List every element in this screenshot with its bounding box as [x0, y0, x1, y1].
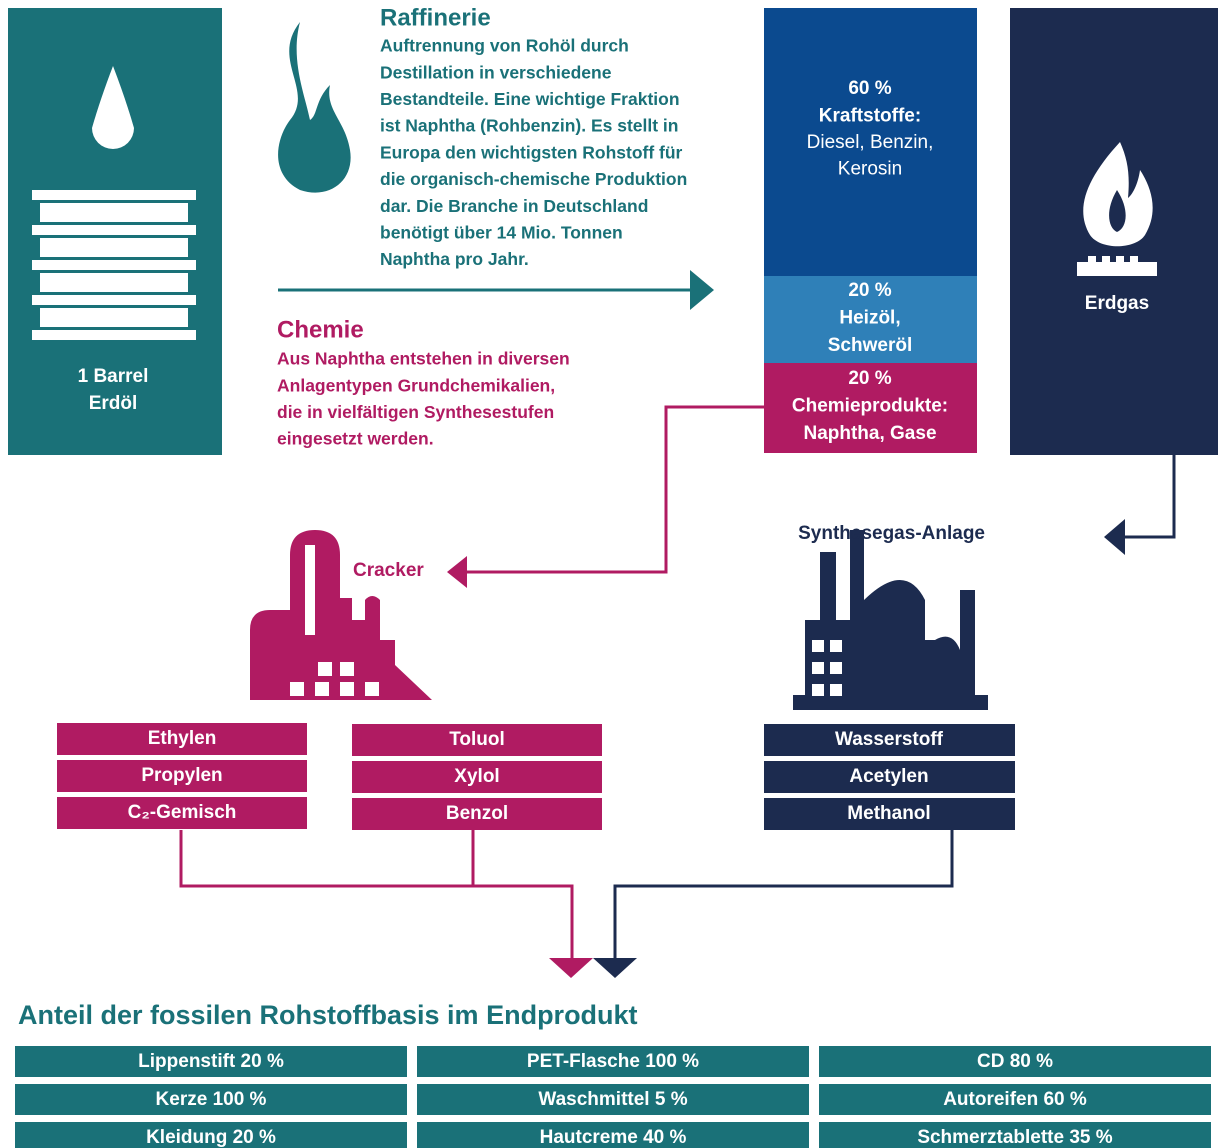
product-label: Propylen: [141, 765, 222, 786]
arrow-head: [1104, 519, 1125, 555]
refinery-text: Auftrennung von Rohöl durch: [380, 36, 629, 56]
endproduct-label: Hautcreme 40 %: [540, 1127, 687, 1148]
endproduct-label: Kerze 100 %: [156, 1089, 267, 1110]
chemistry-text: Anlagentypen Grundchemikalien,: [277, 375, 555, 395]
gas-label: Erdgas: [1085, 293, 1149, 314]
connector: [615, 830, 952, 958]
endproduct-label: Waschmittel 5 %: [538, 1089, 687, 1110]
chemistry-title: Chemie: [277, 316, 364, 343]
product-label: Xylol: [454, 766, 499, 787]
fraction-detail: Kerosin: [838, 159, 902, 180]
barrel-label: Erdöl: [89, 393, 138, 414]
fraction-share: 20 %: [848, 280, 891, 301]
connector: [181, 830, 572, 958]
fraction-heading: Chemieprodukte:: [792, 396, 948, 417]
refinery-text: Naphtha pro Jahr.: [380, 249, 529, 269]
endproduct-label: Autoreifen 60 %: [943, 1089, 1087, 1110]
fraction-heading: Naphtha, Gase: [803, 423, 936, 444]
refinery-text: Europa den wichtigsten Rohstoff für: [380, 142, 683, 162]
chemistry-text: Aus Naphtha entstehen in diversen: [277, 349, 570, 369]
product-label: C₂-Gemisch: [128, 802, 237, 823]
refinery-text: dar. Die Branche in Deutschland: [380, 196, 648, 216]
chemistry-text: eingesetzt werden.: [277, 429, 434, 449]
refinery-text: Destillation in verschiedene: [380, 62, 612, 82]
arrow-head: [593, 958, 637, 978]
chemistry-text: die in vielfältigen Synthesestufen: [277, 402, 554, 422]
endproduct-label: Schmerztablette 35 %: [917, 1127, 1112, 1148]
product-label: Methanol: [847, 803, 930, 824]
product-label: Toluol: [449, 729, 505, 750]
barrel-label: 1 Barrel: [78, 366, 149, 387]
product-label: Benzol: [446, 803, 508, 824]
refinery-text: Bestandteile. Eine wichtige Fraktion: [380, 89, 680, 109]
connector: [1122, 455, 1174, 537]
cracker-label: Cracker: [353, 560, 424, 581]
endproduct-label: CD 80 %: [977, 1051, 1053, 1072]
arrow-head: [447, 556, 467, 588]
refinery-text: die organisch-chemische Produktion: [380, 169, 687, 189]
fraction-share: 60 %: [848, 78, 891, 99]
product-label: Wasserstoff: [835, 729, 944, 750]
fraction-heading: Schweröl: [828, 335, 912, 356]
arrow-head: [690, 270, 714, 310]
arrow-head: [549, 958, 593, 978]
fraction-heading: Kraftstoffe:: [819, 106, 921, 127]
page: 1 Barrel Erdöl Raffinerie Auftrennung von R…: [0, 0, 1227, 1148]
barrel-icon: [32, 190, 196, 340]
connector: [465, 407, 764, 572]
diagram: 1 Barrel Erdöl Raffinerie Auftrennung von R…: [0, 0, 1227, 1148]
fraction-share: 20 %: [848, 368, 891, 389]
product-label: Ethylen: [148, 728, 217, 749]
refinery-title: Raffinerie: [380, 4, 491, 31]
refinery-text: ist Naphtha (Rohbenzin). Es stellt in: [380, 116, 678, 136]
refinery-text: benötigt über 14 Mio. Tonnen: [380, 223, 623, 243]
endproducts-title: Anteil der fossilen Rohstoffbasis im End…: [18, 1000, 638, 1030]
endproduct-label: Lippenstift 20 %: [138, 1051, 284, 1072]
synthesis-label: Synthesegas-Anlage: [798, 523, 985, 544]
endproduct-label: Kleidung 20 %: [146, 1127, 276, 1148]
product-label: Acetylen: [849, 766, 928, 787]
endproduct-label: PET-Flasche 100 %: [527, 1051, 699, 1072]
fraction-heading: Heizöl,: [839, 308, 900, 329]
flame-icon: [278, 22, 351, 193]
fraction-detail: Diesel, Benzin,: [807, 132, 934, 153]
synthesis-icon: [793, 530, 988, 710]
